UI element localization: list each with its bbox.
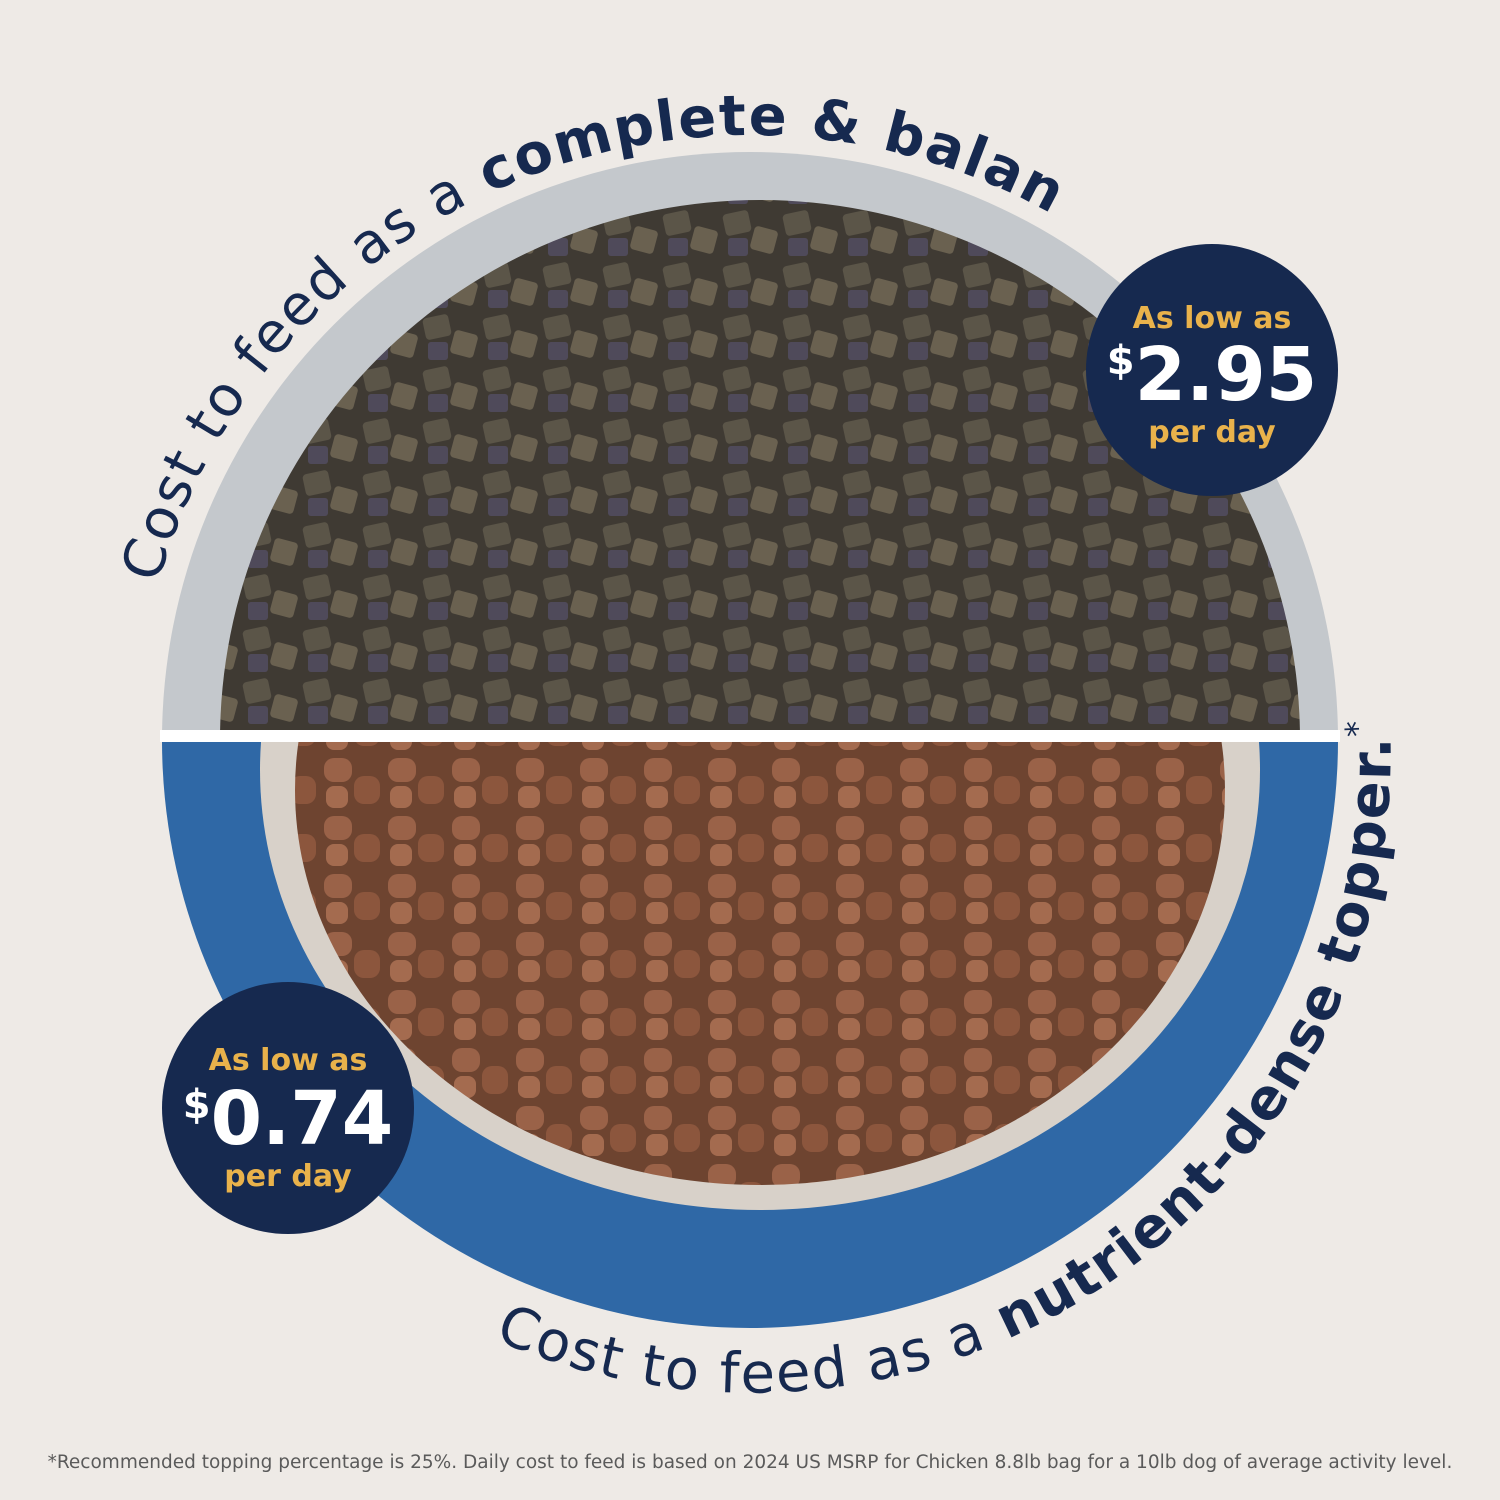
badge-line1: As low as [209,1043,368,1078]
top-bowl [162,152,1338,730]
badge-price-value: 2.95 [1135,332,1318,418]
badge-currency: $ [183,1082,211,1128]
caption-mark: * [1338,718,1377,738]
badge-line2: per day [224,1159,352,1194]
badge-price: $0.74 [183,1076,393,1162]
top-badge: As low as $2.95 per day [1086,244,1338,496]
badge-line2: per day [1148,415,1276,450]
badge-price: $2.95 [1107,332,1317,418]
bottom-badge: As low as $0.74 per day [162,982,414,1234]
footnote: *Recommended topping percentage is 25%. … [48,1452,1453,1473]
badge-price-value: 0.74 [211,1076,394,1162]
divider [160,730,1340,742]
badge-line1: As low as [1133,301,1292,336]
bottom-bowl [162,742,1338,1328]
badge-currency: $ [1107,338,1135,384]
